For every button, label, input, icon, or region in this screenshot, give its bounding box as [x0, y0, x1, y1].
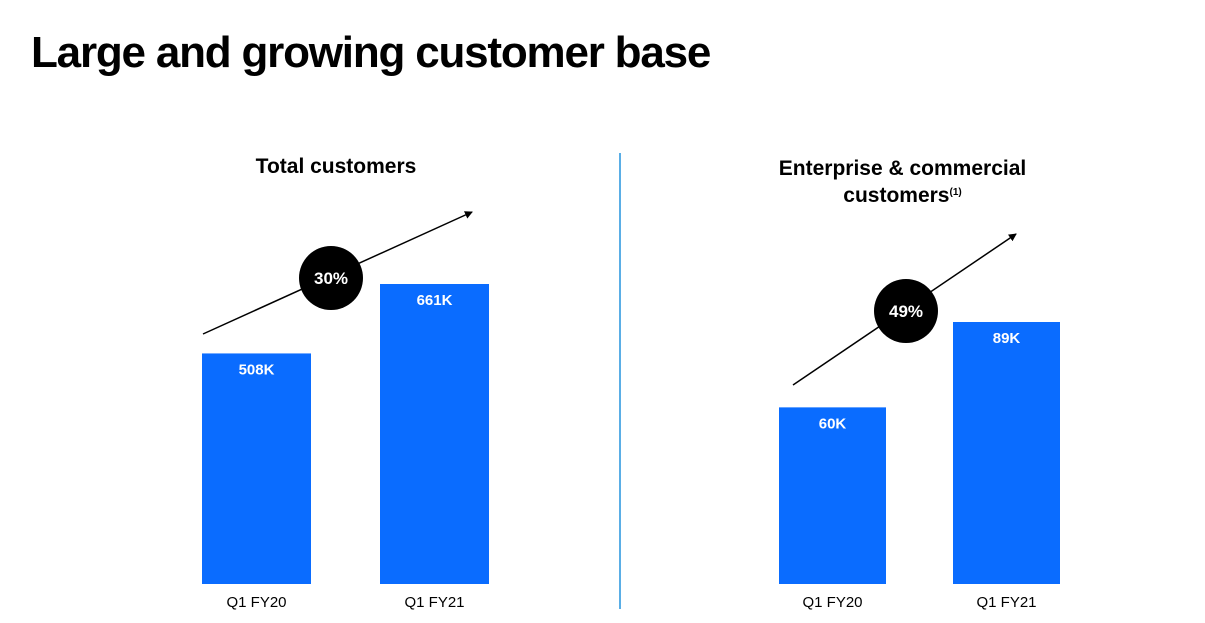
section-divider — [619, 153, 621, 609]
page-title: Large and growing customer base — [31, 28, 711, 77]
chart-1-title: Total customers — [186, 155, 486, 179]
chart-1-category-label-1: Q1 FY20 — [226, 594, 286, 611]
chart-2-value-label-1: 60K — [819, 415, 847, 432]
chart-1-value-label-1: 508K — [239, 361, 275, 378]
chart-2-bar-1 — [779, 407, 886, 584]
chart-1-bar-1 — [202, 353, 311, 584]
chart-2-growth-badge — [874, 279, 938, 343]
chart-1-title-text: Total customers — [255, 155, 417, 178]
chart-2-title-footnote: (1) — [949, 187, 962, 198]
chart-2-value-label-2: 89K — [993, 330, 1021, 347]
chart-2-title: Enterprise & commercial customers(1) — [745, 157, 1060, 208]
chart-1-value-label-2: 661K — [417, 292, 453, 309]
chart-2-bar-2 — [953, 322, 1060, 584]
chart-2-category-label-1: Q1 FY20 — [802, 594, 862, 611]
chart-1-growth-label: 30% — [314, 269, 348, 288]
chart-1-bar-2 — [380, 284, 489, 584]
chart-1-growth-badge — [299, 246, 363, 310]
chart-1-category-label-2: Q1 FY21 — [404, 594, 464, 611]
chart-2-title-text: Enterprise & commercial customers — [778, 157, 1027, 207]
chart-2-category-label-2: Q1 FY21 — [976, 594, 1036, 611]
chart-2-growth-label: 49% — [889, 302, 923, 321]
